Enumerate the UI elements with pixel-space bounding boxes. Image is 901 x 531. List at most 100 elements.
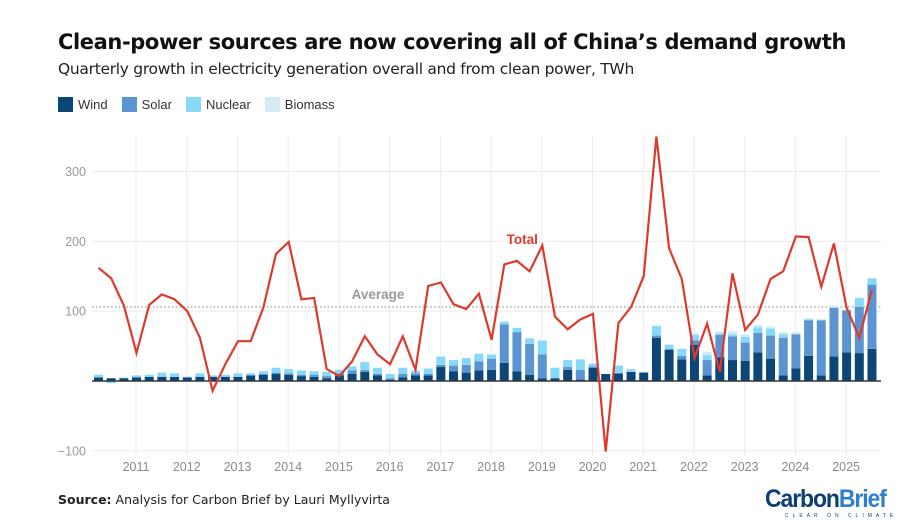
bar-segment-nuclear [487,354,497,359]
bar-segment-wind [284,374,294,381]
bar-segment-solar [778,337,788,376]
bar-segment-nuclear [449,360,459,366]
bar-segment-solar [816,320,826,376]
bar-stack [753,325,763,381]
bar-segment-solar [525,343,535,375]
legend-swatch-nuclear [185,97,201,112]
bar-segment-nuclear [271,367,281,373]
bar-segment-solar [677,355,687,360]
bar-segment-biomass [829,305,839,308]
bar-segment-wind [157,376,167,381]
bar-segment-wind [677,359,687,381]
bar-segment-nuclear [119,377,129,379]
bar-segment-wind [94,377,103,381]
bar-stack [677,348,687,381]
bar-segment-biomass [702,351,712,356]
bar-segment-nuclear [525,338,535,344]
y-tick-label: 200 [65,235,86,249]
bar-stack [157,372,167,381]
gridlines [92,136,881,456]
bar-segment-nuclear [347,366,357,371]
bar-stack [550,367,560,381]
bar-segment-solar [651,335,661,338]
bar-stack [601,374,611,381]
source-text: Analysis for Carbon Brief by Lauri Mylly… [115,492,390,507]
bar-segment-nuclear [766,328,776,336]
bar-segment-wind [639,372,649,381]
bar-stack [284,369,294,381]
x-tick-label: 2023 [731,460,759,474]
bar-segment-solar [829,307,839,357]
bar-segment-solar [334,373,344,376]
carbonbrief-logo[interactable]: CarbonBrief CLEAR ON CLIMATE [765,485,897,520]
bar-stack [563,360,573,381]
bar-segment-wind [461,372,471,381]
bar-stack [372,367,382,381]
bar-segment-nuclear [651,325,661,336]
bar-segment-solar [271,372,281,375]
bar-segment-solar [398,374,408,378]
bar-segment-nuclear [728,334,737,337]
bar-segment-biomass [804,318,814,320]
total-line [97,136,874,452]
bar-segment-biomass [715,331,725,334]
bar-stack [499,321,509,381]
x-tick-label: 2011 [123,460,150,474]
bar-segment-wind [449,371,459,381]
bar-stack [461,357,471,381]
bar-segment-solar [804,320,814,356]
bar-stack [728,331,737,381]
bar-segment-nuclear [144,374,154,377]
legend-item-nuclear: Nuclear [185,97,251,112]
bar-segment-nuclear [182,376,192,378]
bar-stack [613,365,623,381]
bar-stack [487,354,497,381]
bar-segment-nuclear [208,375,218,377]
bar-segment-nuclear [284,369,294,374]
bar-segment-solar [296,374,306,377]
legend-label-solar: Solar [141,97,172,112]
bar-segment-nuclear [157,372,167,377]
bar-segment-wind [474,370,484,381]
bar-segment-solar [740,342,750,361]
bar-segment-wind [689,344,699,381]
legend-item-wind: Wind [58,97,108,112]
bar-segment-nuclear [512,327,522,333]
bar-segment-nuclear [436,356,446,365]
bar-segment-wind [360,371,370,381]
bar-segment-solar [360,369,370,372]
bar-stack [170,373,180,381]
bar-segment-wind [499,362,509,381]
bar-stack [651,325,661,381]
x-tick-label: 2021 [629,460,657,474]
x-tick-label: 2024 [781,460,809,474]
bar-segment-wind [525,374,535,381]
bar-stack [525,338,535,381]
bar-stack [512,327,522,381]
bar-stack [220,374,230,381]
average-annotation: Average [352,287,405,302]
bar-segment-wind [740,360,750,381]
legend-item-biomass: Biomass [264,97,335,112]
y-axis-ticks: −100 100 200 300 [58,165,86,458]
bar-segment-wind [398,377,408,381]
bar-segment-nuclear [309,371,319,375]
bar-segment-biomass [740,334,750,337]
bar-stack [816,318,826,381]
bar-segment-wind [411,375,420,381]
source-label: Source: [58,492,112,507]
bar-segment-nuclear [537,340,547,355]
bar-stack [867,278,877,381]
x-tick-label: 2018 [477,460,505,474]
bar-segment-solar [715,334,725,358]
bar-segment-nuclear [778,334,788,338]
bar-segment-wind [436,367,446,381]
bar-stack [778,332,788,381]
bar-segment-solar [791,334,801,369]
logo-carbon: Carbon [765,485,840,513]
bar-segment-solar [474,361,484,371]
legend: Wind Solar Nuclear Biomass [58,97,349,112]
bar-stack [398,367,408,381]
bar-segment-solar [689,340,699,345]
x-tick-label: 2015 [325,460,353,474]
